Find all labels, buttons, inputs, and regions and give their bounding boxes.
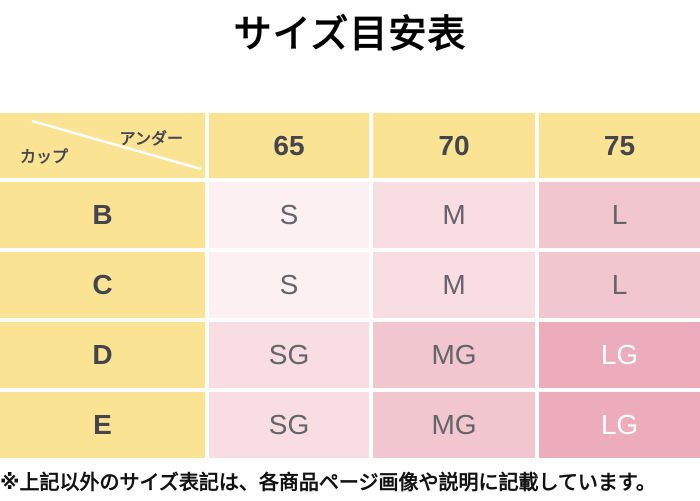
size-cell-d-75: LG <box>539 322 700 388</box>
corner-under-label: アンダー <box>119 131 183 148</box>
size-cell-e-65: SG <box>209 392 369 458</box>
row-header-b: B <box>0 182 205 248</box>
size-cell-c-65: S <box>209 252 369 318</box>
row-header-d: D <box>0 322 205 388</box>
footer-note: ※上記以外のサイズ表記は、各商品ページ画像や説明に記載しています。 <box>0 472 656 494</box>
size-cell-c-75: L <box>539 252 700 318</box>
size-cell-b-65: S <box>209 182 369 248</box>
page-title: サイズ目安表 <box>233 14 467 56</box>
size-cell-b-70: M <box>373 182 535 248</box>
column-header-65: 65 <box>209 113 369 178</box>
size-cell-b-75: L <box>539 182 700 248</box>
column-header-70: 70 <box>373 113 535 178</box>
size-cell-c-70: M <box>373 252 535 318</box>
corner-header-cell: アンダー カップ <box>0 113 205 178</box>
size-cell-d-65: SG <box>209 322 369 388</box>
column-header-75: 75 <box>539 113 700 178</box>
corner-cup-label: カップ <box>20 149 69 166</box>
row-header-c: C <box>0 252 205 318</box>
size-cell-e-70: MG <box>373 392 535 458</box>
size-table: アンダー カップ 65 70 75 B S M L C S M L D SG M… <box>0 113 700 458</box>
row-header-e: E <box>0 392 205 458</box>
diagonal-divider-icon <box>31 119 202 171</box>
size-cell-d-70: MG <box>373 322 535 388</box>
size-cell-e-75: LG <box>539 392 700 458</box>
